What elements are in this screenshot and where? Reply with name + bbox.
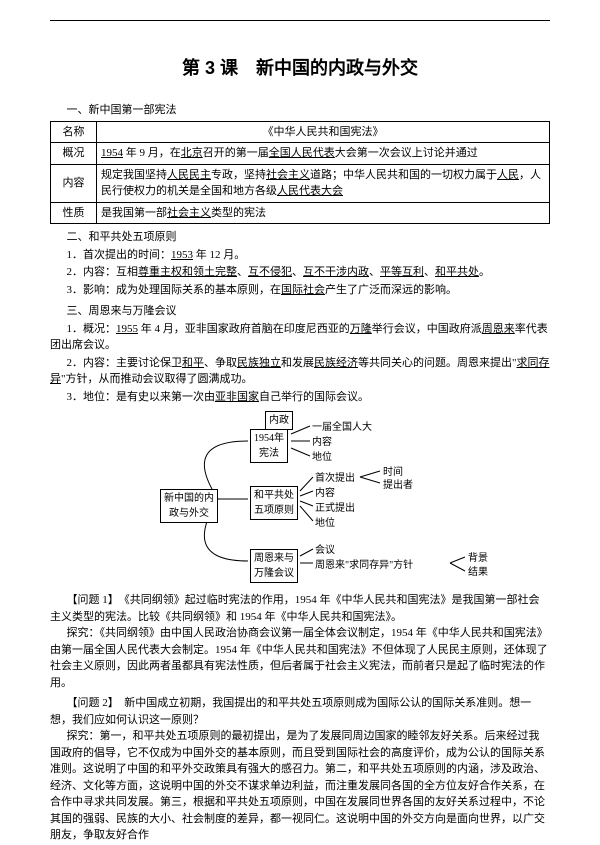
cell-nature-label: 性质 (51, 202, 97, 224)
node-b1: 1954年 宪法 (250, 429, 288, 463)
cell-content-label: 内容 (51, 164, 97, 202)
txt-b3-r2: 周恩来"求同存异"方针 (315, 558, 413, 573)
cell-nature-value: 是我国第一部社会主义类型的宪法 (97, 202, 550, 224)
cell-name-value: 《中华人民共和国宪法》 (97, 121, 550, 143)
page-top-rule (50, 20, 550, 21)
table-row: 名称 《中华人民共和国宪法》 (51, 121, 550, 143)
txt-b1-r3: 地位 (312, 450, 332, 465)
cell-overview-value: 1954 年 9 月，在北京召开的第一届全国人民代表大会第一次会议上讨论并通过 (97, 143, 550, 165)
table-row: 内容 规定我国坚持人民民主专政，坚持社会主义道路；中华人民共和国的一切权力属于人… (51, 164, 550, 202)
txt-b2-r3: 正式提出 (315, 501, 355, 516)
txt-b1-right: 一届全国人大 (312, 420, 372, 435)
node-b1-top: 内政 (265, 411, 293, 430)
cell-overview-label: 概况 (51, 143, 97, 165)
txt-b2-r2: 内容 (315, 486, 335, 501)
concept-diagram: 新中国的内 政与外交 1954年 宪法 内政 一届全国人大 内容 地位 和平共处… (50, 411, 550, 586)
s3-p1: 1．概况：1955 年 4 月，亚非国家政府首脑在印度尼西亚的万隆举行会议，中国… (50, 321, 550, 354)
txt-b1-r2: 内容 (312, 435, 332, 450)
table-row: 概况 1954 年 9 月，在北京召开的第一届全国人民代表大会第一次会议上讨论并… (51, 143, 550, 165)
node-b2: 和平共处 五项原则 (250, 486, 298, 520)
question1-head: 【问题 1】 《共同纲领》起过临时宪法的作用，1954 年《中华人民共和国宪法》… (50, 592, 550, 625)
txt-b3-r2a: 背景 (468, 551, 488, 566)
txt-b3-r1: 会议 (315, 543, 335, 558)
s3-p3: 3．地位：是有史以来第一次由亚非国家自己举行的国际会议。 (50, 389, 550, 406)
question2-body: 探究：第一，和平共处五项原则的最初提出，是为了发展同周边国家的睦邻友好关系。后来… (50, 728, 550, 844)
node-root: 新中国的内 政与外交 (160, 489, 218, 523)
question1-body: 探究：《共同纲领》由中国人民政治协商会议第一届全体会议制定，1954 年《中华人… (50, 625, 550, 691)
txt-b2-r1b: 提出者 (383, 478, 413, 493)
table-row: 性质 是我国第一部社会主义类型的宪法 (51, 202, 550, 224)
s2-p2: 2．内容：互相尊重主权和领土完整、互不侵犯、互不干涉内政、平等互利、和平共处。 (50, 264, 550, 281)
section1-heading: 一、新中国第一部宪法 (50, 102, 550, 119)
lesson-title: 第 3 课 新中国的内政与外交 (50, 55, 550, 82)
txt-b2-r1: 首次提出 (315, 471, 355, 486)
section3-heading: 三、周恩来与万隆会议 (50, 303, 550, 320)
s2-p1: 1．首次提出的时间：1953 年 12 月。 (50, 247, 550, 264)
s2-p3: 3．影响：成为处理国际关系的基本原则，在国际社会产生了广泛而深远的影响。 (50, 282, 550, 299)
cell-name-label: 名称 (51, 121, 97, 143)
constitution-table: 名称 《中华人民共和国宪法》 概况 1954 年 9 月，在北京召开的第一届全国… (50, 121, 550, 225)
node-b3: 周恩来与 万隆会议 (250, 549, 298, 583)
section2-heading: 二、和平共处五项原则 (50, 229, 550, 246)
question2-head: 【问题 2】 新中国成立初期，我国提出的和平共处五项原则成为国际公认的国际关系准… (50, 695, 550, 728)
s3-p2: 2．内容：主要讨论保卫和平、争取民族独立和发展民族经济等共同关心的问题。周恩来提… (50, 355, 550, 388)
txt-b3-r2b: 结果 (468, 565, 488, 580)
txt-b2-r4: 地位 (315, 516, 335, 531)
cell-content-value: 规定我国坚持人民民主专政，坚持社会主义道路；中华人民共和国的一切权力属于人民，人… (97, 164, 550, 202)
